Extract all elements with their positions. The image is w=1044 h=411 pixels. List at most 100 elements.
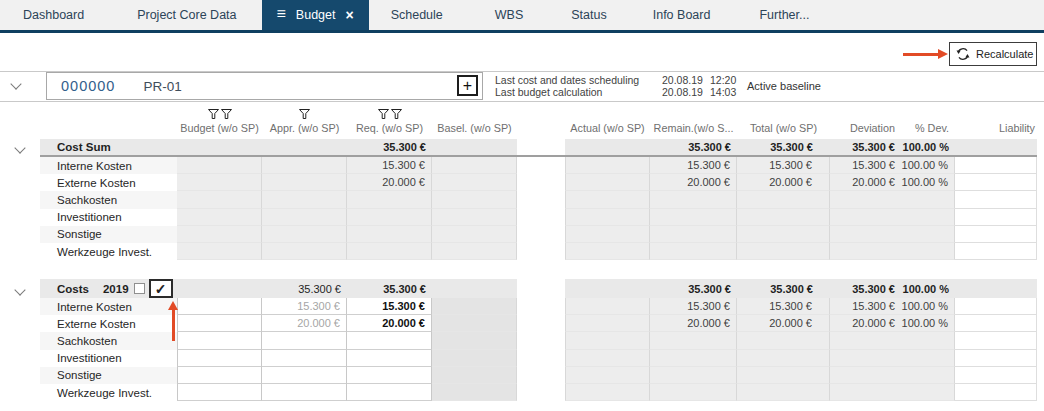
tab-schedule[interactable]: Schedule — [391, 0, 443, 30]
cell-budget[interactable] — [177, 350, 262, 367]
collapse-chevron-icon[interactable] — [14, 284, 25, 295]
filter-icon — [221, 109, 232, 119]
col-header-req[interactable]: Req. (w/o SP) — [347, 119, 432, 136]
cell-budget[interactable] — [177, 332, 262, 349]
cell-pdev — [907, 350, 955, 367]
table-row: Werkzeuge Invest. — [0, 243, 1037, 260]
cell-liability — [955, 209, 1037, 226]
cell-actual — [565, 367, 650, 384]
row-label: Sachkosten — [40, 191, 177, 208]
cell-req[interactable]: 15.300 € — [347, 298, 432, 315]
cell-liability — [955, 174, 1037, 191]
col-header-appr[interactable]: Appr. (w/o SP) — [262, 119, 347, 136]
checkbox-small[interactable] — [134, 283, 145, 294]
section-title: Costs — [57, 283, 89, 295]
cell-appr[interactable]: 20.000 € — [262, 315, 347, 332]
cell-appr[interactable] — [262, 332, 347, 349]
filter-icons-budget[interactable] — [177, 106, 262, 119]
row-label: Interne Kosten — [40, 298, 177, 315]
tab-budget[interactable]: ≡ Budget × — [262, 0, 369, 30]
cell-pdev: 100.00 % — [907, 174, 955, 191]
cell-appr[interactable] — [262, 384, 347, 401]
tab-project-core-data[interactable]: Project Core Data — [137, 0, 236, 30]
cell-actual — [565, 174, 650, 191]
annotation-arrow-vertical — [172, 310, 175, 341]
tab-further[interactable]: Further... — [759, 0, 809, 30]
refresh-icon — [955, 47, 971, 61]
col-header-actual[interactable]: Actual (w/o SP) — [565, 119, 650, 136]
tab-status[interactable]: Status — [571, 0, 606, 30]
col-header-basel[interactable]: Basel. (w/o SP) — [432, 119, 517, 136]
recalculate-button[interactable]: Recalculate — [949, 42, 1037, 66]
filter-icons-req[interactable] — [347, 106, 432, 119]
filter-icons-row — [0, 106, 1037, 119]
col-header-liability[interactable]: Liability — [955, 119, 1037, 136]
project-code: PR-01 — [143, 79, 181, 94]
cell-appr — [262, 174, 347, 191]
hamburger-icon: ≡ — [277, 6, 286, 22]
table-row: Sachkosten — [0, 191, 1037, 208]
cell-budget[interactable] — [177, 367, 262, 384]
cell-basel — [432, 243, 517, 260]
cell-deviation — [830, 350, 907, 367]
cell-appr: 35.300 € — [262, 279, 347, 300]
cell-budget[interactable] — [177, 315, 262, 332]
cell-liability — [955, 191, 1037, 208]
cell-basel — [432, 209, 517, 226]
cell-budget[interactable] — [177, 298, 262, 315]
filter-icon — [378, 109, 389, 119]
col-header-total[interactable]: Total (w/o SP) — [737, 119, 830, 136]
cell-appr — [262, 157, 347, 174]
collapse-chevron-icon[interactable] — [14, 142, 25, 153]
cell-appr[interactable] — [262, 367, 347, 384]
cell-deviation: 35.300 € — [830, 279, 907, 300]
row-label: Werkzeuge Invest. — [40, 243, 177, 260]
table-row: Investitionen — [0, 350, 1037, 367]
cell-total: 20.000 € — [737, 174, 830, 191]
cell-budget[interactable] — [177, 384, 262, 401]
cell-basel — [432, 279, 517, 300]
cell-req[interactable] — [347, 332, 432, 349]
cell-deviation — [830, 367, 907, 384]
tab-info-board[interactable]: Info Board — [653, 0, 711, 30]
cell-req[interactable] — [347, 384, 432, 401]
cell-total — [737, 332, 830, 349]
header-labels-row: Budget (w/o SP) Appr. (w/o SP) Req. (w/o… — [0, 119, 1037, 136]
tab-dashboard[interactable]: Dashboard — [23, 0, 84, 30]
cell-deviation — [830, 191, 907, 208]
col-header-deviation[interactable]: Deviation — [830, 119, 907, 136]
cell-pdev: 100.00 % — [907, 315, 955, 332]
collapse-chevron-icon[interactable] — [10, 78, 21, 89]
col-header-budget[interactable]: Budget (w/o SP) — [177, 119, 262, 136]
filter-icons-appr[interactable] — [262, 106, 347, 119]
col-header-remain[interactable]: Remain.(w/o S... — [650, 119, 737, 136]
cell-req — [347, 243, 432, 260]
cell-actual — [565, 279, 650, 300]
cell-total — [737, 209, 830, 226]
cell-req[interactable] — [347, 350, 432, 367]
cell-liability — [955, 139, 1037, 157]
cell-req[interactable]: 20.000 € — [347, 315, 432, 332]
tab-wbs[interactable]: WBS — [495, 0, 523, 30]
cell-appr — [262, 139, 347, 157]
cell-appr[interactable] — [262, 350, 347, 367]
tab-budget-label: Budget — [296, 8, 336, 22]
cell-liability — [955, 226, 1037, 243]
cell-budget — [177, 226, 262, 243]
add-button[interactable]: + — [457, 75, 478, 96]
cell-pdev: 100.00 % — [907, 157, 955, 174]
checkbox-checked[interactable]: ✓ — [149, 279, 173, 298]
close-icon[interactable]: × — [345, 8, 353, 22]
cell-basel — [432, 332, 517, 349]
tab-bar: Dashboard Project Core Data ≡ Budget × S… — [0, 0, 1044, 30]
cell-req — [347, 226, 432, 243]
cell-liability — [955, 243, 1037, 260]
section-title-group: Costs 2019 ✓ — [40, 279, 177, 300]
cell-req[interactable] — [347, 367, 432, 384]
cost-sum-table: Cost Sum 35.300 € 35.300 € 35.300 € 35.3… — [0, 139, 1037, 260]
cell-appr[interactable]: 15.300 € — [262, 298, 347, 315]
cell-appr — [262, 209, 347, 226]
filter-icon — [299, 109, 310, 119]
cell-req — [347, 209, 432, 226]
col-header-pdev[interactable]: % Dev. — [907, 119, 955, 136]
